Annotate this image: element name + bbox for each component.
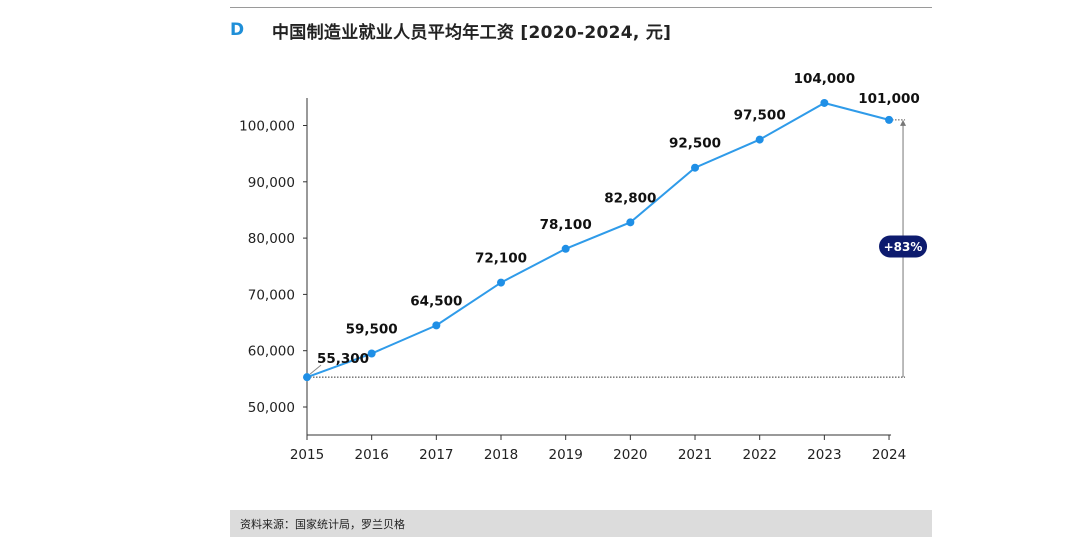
- data-label: 55,300: [317, 351, 369, 367]
- x-tick-label: 2018: [484, 447, 518, 463]
- chart-title: 中国制造业就业人员平均年工资 [2020-2024, 元]: [272, 22, 672, 43]
- source-footer: 资料来源：国家统计局，罗兰贝格: [230, 510, 932, 537]
- title-row: D 中国制造业就业人员平均年工资 [2020-2024, 元]: [230, 16, 671, 44]
- x-tick-label: 2019: [549, 447, 583, 463]
- data-label: 97,500: [734, 108, 786, 124]
- panel-letter: D: [230, 20, 245, 40]
- data-label: 104,000: [794, 71, 856, 87]
- y-tick-label: 80,000: [248, 231, 295, 247]
- x-tick-label: 2020: [613, 447, 647, 463]
- growth-badge: [879, 235, 928, 258]
- data-label: 64,500: [410, 293, 462, 309]
- data-point: [820, 98, 829, 107]
- data-label: 78,100: [540, 217, 592, 233]
- y-tick-label: 70,000: [248, 287, 295, 303]
- data-label: 101,000: [858, 91, 920, 107]
- data-point: [303, 373, 311, 382]
- x-tick-label: 2017: [419, 447, 453, 463]
- data-label: 59,500: [346, 322, 398, 338]
- growth-arrow-head: [900, 119, 907, 126]
- growth-badge-label: +83%: [884, 240, 923, 254]
- data-point: [561, 244, 570, 253]
- y-tick-label: 100,000: [239, 119, 295, 135]
- data-point: [367, 349, 376, 358]
- data-point: [432, 321, 441, 330]
- data-point: [691, 163, 700, 172]
- x-tick-label: 2016: [354, 447, 388, 463]
- y-tick-label: 90,000: [248, 175, 295, 191]
- data-point: [755, 135, 764, 144]
- data-label: 92,500: [669, 136, 721, 152]
- data-point: [626, 218, 635, 227]
- y-tick-label: 60,000: [248, 344, 295, 360]
- series-line: [306, 101, 890, 379]
- data-point: [885, 115, 894, 124]
- x-tick-label: 2023: [807, 447, 841, 463]
- y-tick-label: 50,000: [248, 400, 295, 416]
- source-text: 资料来源：国家统计局，罗兰贝格: [240, 517, 405, 531]
- x-tick-label: 2022: [743, 447, 777, 463]
- data-label: 72,100: [475, 251, 527, 267]
- data-point: [497, 278, 506, 287]
- x-tick-label: 2024: [872, 447, 906, 463]
- label-leader-line: [309, 364, 322, 375]
- x-tick-label: 2021: [678, 447, 712, 463]
- x-tick-label: 2015: [290, 447, 324, 463]
- data-label: 82,800: [604, 190, 656, 206]
- top-divider: [230, 7, 932, 8]
